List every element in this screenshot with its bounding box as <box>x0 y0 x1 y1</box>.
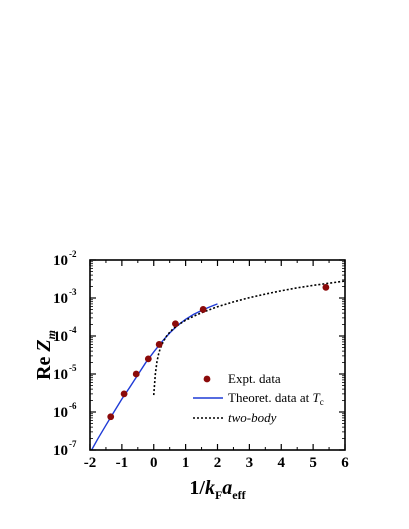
x-tick-label: 2 <box>214 455 222 471</box>
y-tick-label: 10 <box>53 405 68 421</box>
x-tick-label: 6 <box>341 455 349 471</box>
expt-data-point <box>120 390 128 398</box>
legend-label-expt: Expt. data <box>228 371 281 386</box>
y-tick-exponent: -2 <box>69 249 77 259</box>
expt-data-point <box>132 370 140 378</box>
legend-sub: c <box>320 397 324 407</box>
y-tick-label: 10 <box>53 367 68 383</box>
y-tick-exponent: -5 <box>69 363 77 373</box>
theory-line <box>90 303 218 451</box>
y-title-part: Z <box>33 339 55 352</box>
x-axis-title: 1/kFaeff <box>189 477 246 502</box>
x-title-part: 1/ <box>189 477 205 499</box>
y-tick-exponent: -6 <box>69 401 77 411</box>
x-tick-label: -2 <box>84 455 97 471</box>
expt-data-point <box>144 355 152 363</box>
expt-data-point <box>107 413 115 421</box>
y-tick-labels: 10-710-610-510-410-310-2 <box>53 249 77 459</box>
y-tick-label: 10 <box>53 291 68 307</box>
plot-series <box>90 280 346 451</box>
expt-data-point <box>155 341 163 348</box>
expt-data-point <box>172 320 179 328</box>
x-title-sub: eff <box>232 488 246 502</box>
legend-part: Expt. data <box>228 371 281 386</box>
y-tick-exponent: -4 <box>69 325 77 335</box>
y-axis-title-text: Re Zm <box>33 330 58 380</box>
y-tick-label: 10 <box>53 329 68 345</box>
legend-part: T <box>312 390 320 405</box>
axis-ticks <box>89 259 346 451</box>
x-tick-label: 3 <box>246 455 254 471</box>
plot-frame <box>89 259 346 451</box>
legend-label-theory: Theoret. data at Tc <box>228 390 324 407</box>
x-tick-label: 1 <box>182 455 190 471</box>
x-tick-labels: -2 -1 0 1 2 3 4 5 6 <box>84 455 350 471</box>
x-title-part: k <box>205 477 215 499</box>
expt-data-point <box>322 284 330 291</box>
legend: Expt. data Theoret. data at Tc two-body <box>193 371 324 425</box>
legend-part: Theoret. data at <box>228 390 312 405</box>
x-axis-title-text: 1/kFaeff <box>189 477 246 502</box>
legend-part: two-body <box>228 410 277 425</box>
y-tick-label: 10 <box>53 443 68 459</box>
legend-label-twobody: two-body <box>228 410 277 425</box>
x-tick-label: 5 <box>309 455 317 471</box>
x-tick-label: 4 <box>278 455 286 471</box>
y-tick-exponent: -3 <box>69 287 77 297</box>
legend-marker-expt <box>203 375 211 383</box>
x-title-part: a <box>222 477 232 499</box>
y-tick-label: 10 <box>53 253 68 269</box>
y-axis-title: Re Zm <box>33 330 58 380</box>
y-title-part: Re <box>33 352 55 380</box>
y-tick-exponent: -7 <box>69 439 77 449</box>
expt-data-point <box>199 306 207 313</box>
x-title-sub: F <box>215 488 222 502</box>
x-tick-label: -1 <box>116 455 129 471</box>
x-tick-label: 0 <box>150 455 158 471</box>
y-title-sub: m <box>44 330 58 339</box>
